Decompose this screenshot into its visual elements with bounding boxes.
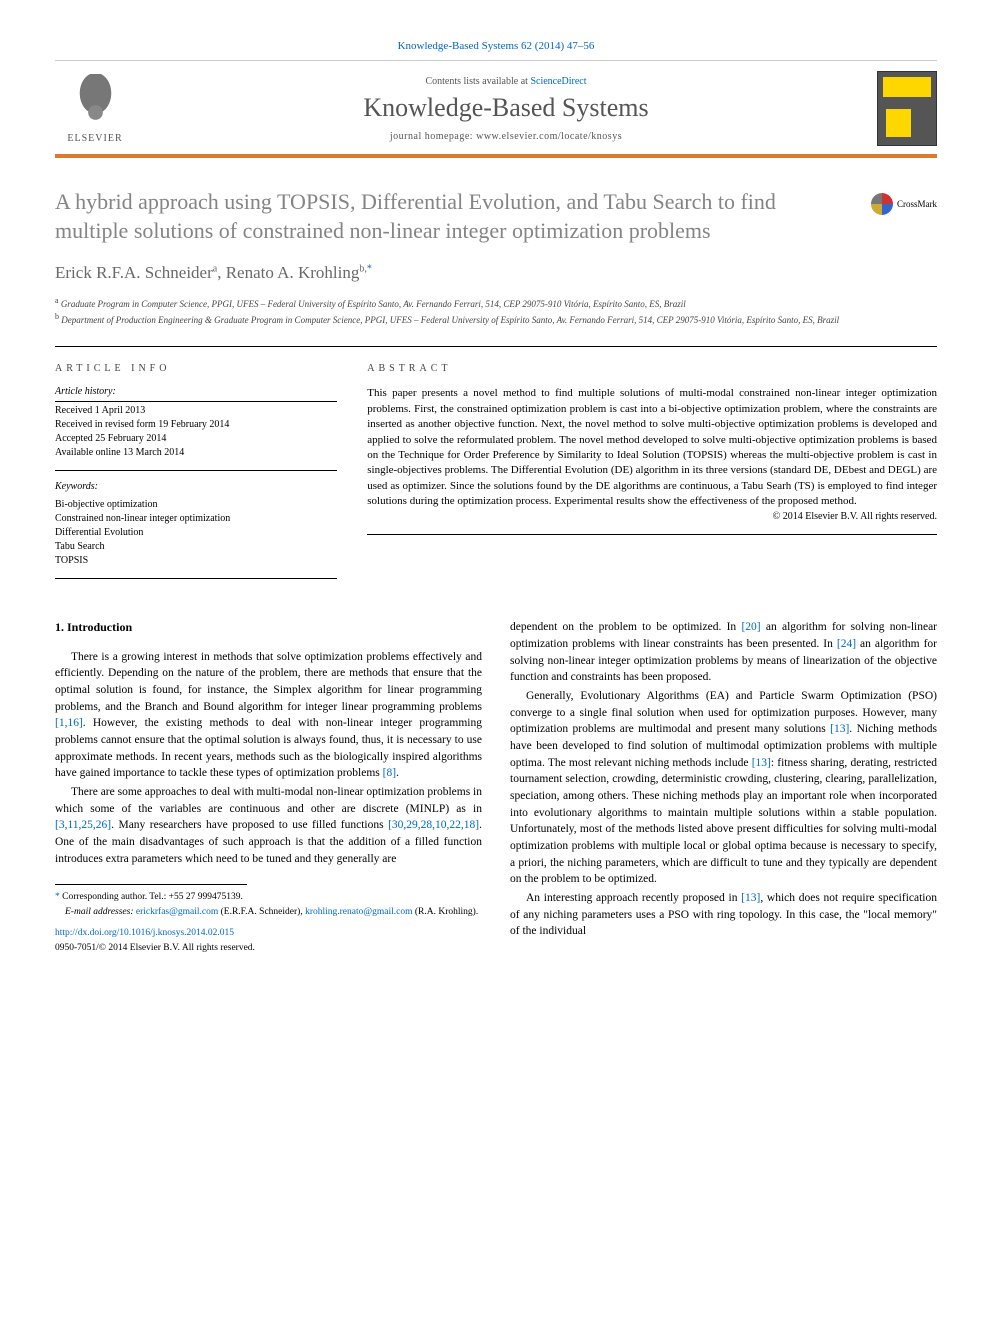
- journal-cover-icon[interactable]: [877, 71, 937, 146]
- history-block: Received 1 April 2013 Received in revise…: [55, 404, 337, 471]
- ref-link[interactable]: [1,16]: [55, 717, 83, 729]
- journal-name: Knowledge-Based Systems: [135, 93, 877, 123]
- keyword-3: Differential Evolution: [55, 526, 337, 540]
- footnotes: * Corresponding author. Tel.: +55 27 999…: [55, 891, 482, 956]
- contents-prefix: Contents lists available at: [425, 76, 530, 87]
- sciencedirect-link[interactable]: ScienceDirect: [530, 76, 586, 87]
- history-received: Received 1 April 2013: [55, 404, 337, 418]
- keywords-heading: Keywords:: [55, 481, 337, 496]
- body-text: 1. Introduction There is a growing inter…: [55, 619, 937, 955]
- masthead: ELSEVIER Contents lists available at Sci…: [55, 60, 937, 158]
- article-info-heading: ARTICLE INFO: [55, 363, 337, 374]
- homepage-prefix: journal homepage:: [390, 131, 476, 142]
- article-title: A hybrid approach using TOPSIS, Differen…: [55, 188, 937, 245]
- publisher-logo[interactable]: ELSEVIER: [55, 74, 135, 144]
- ref-link[interactable]: [13]: [752, 757, 771, 769]
- elsevier-tree-icon: [68, 74, 123, 129]
- email-1[interactable]: erickrfas@gmail.com: [136, 907, 218, 917]
- author-2-affil: b,: [359, 264, 367, 275]
- abstract-text: This paper presents a novel method to fi…: [367, 386, 937, 534]
- paragraph-2: There are some approaches to deal with m…: [55, 784, 482, 867]
- corresponding-note: Corresponding author. Tel.: +55 27 99947…: [62, 892, 243, 902]
- doi-link[interactable]: http://dx.doi.org/10.1016/j.knosys.2014.…: [55, 927, 482, 940]
- issn-line: 0950-7051/© 2014 Elsevier B.V. All right…: [55, 942, 482, 955]
- affiliations: a Graduate Program in Computer Science, …: [55, 295, 937, 326]
- homepage-line: journal homepage: www.elsevier.com/locat…: [135, 131, 877, 142]
- email-2-who: (R.A. Krohling).: [415, 907, 478, 917]
- history-accepted: Accepted 25 February 2014: [55, 432, 337, 446]
- section-1-heading: 1. Introduction: [55, 619, 482, 636]
- ref-link[interactable]: [8]: [383, 767, 396, 779]
- homepage-url[interactable]: www.elsevier.com/locate/knosys: [476, 131, 622, 142]
- authors: Erick R.F.A. Schneidera, Renato A. Krohl…: [55, 263, 937, 283]
- keyword-1: Bi-objective optimization: [55, 498, 337, 512]
- history-heading: Article history:: [55, 386, 337, 402]
- author-2: Renato A. Krohling: [226, 263, 360, 282]
- email-2[interactable]: krohling.renato@gmail.com: [305, 907, 412, 917]
- email-label: E-mail addresses:: [65, 907, 134, 917]
- crossmark-button[interactable]: CrossMark: [871, 193, 937, 215]
- affiliation-b: Department of Production Engineering & G…: [61, 315, 839, 325]
- email-1-who: (E.R.F.A. Schneider),: [221, 907, 303, 917]
- abstract-copyright: © 2014 Elsevier B.V. All rights reserved…: [367, 510, 937, 524]
- publisher-label: ELSEVIER: [67, 133, 122, 144]
- paragraph-1: There is a growing interest in methods t…: [55, 649, 482, 782]
- keyword-2: Constrained non-linear integer optimizat…: [55, 512, 337, 526]
- ref-link[interactable]: [30,29,28,10,22,18]: [388, 819, 479, 831]
- corresponding-mark: *: [367, 264, 372, 275]
- ref-link[interactable]: [24]: [837, 638, 856, 650]
- author-1: Erick R.F.A. Schneider: [55, 263, 213, 282]
- ref-link[interactable]: [13]: [830, 723, 849, 735]
- paragraph-3: Generally, Evolutionary Algorithms (EA) …: [510, 688, 937, 888]
- crossmark-icon: [871, 193, 893, 215]
- affiliation-a: Graduate Program in Computer Science, PP…: [61, 299, 686, 309]
- article-info: ARTICLE INFO Article history: Received 1…: [55, 363, 337, 589]
- paragraph-2-continued: dependent on the problem to be optimized…: [510, 619, 937, 686]
- abstract: ABSTRACT This paper presents a novel met…: [367, 363, 937, 589]
- keyword-4: Tabu Search: [55, 540, 337, 554]
- abstract-heading: ABSTRACT: [367, 363, 937, 374]
- ref-link[interactable]: [3,11,25,26]: [55, 819, 111, 831]
- contents-line: Contents lists available at ScienceDirec…: [135, 76, 877, 87]
- top-citation: Knowledge-Based Systems 62 (2014) 47–56: [55, 40, 937, 52]
- keywords-block: Bi-objective optimization Constrained no…: [55, 498, 337, 579]
- ref-link[interactable]: [20]: [741, 621, 760, 633]
- ref-link[interactable]: [13]: [741, 892, 760, 904]
- paragraph-4: An interesting approach recently propose…: [510, 890, 937, 940]
- keyword-5: TOPSIS: [55, 554, 337, 568]
- author-1-affil: a: [213, 264, 217, 275]
- history-revised: Received in revised form 19 February 201…: [55, 418, 337, 432]
- crossmark-label: CrossMark: [897, 199, 937, 209]
- history-online: Available online 13 March 2014: [55, 446, 337, 460]
- footnote-separator: [55, 884, 247, 885]
